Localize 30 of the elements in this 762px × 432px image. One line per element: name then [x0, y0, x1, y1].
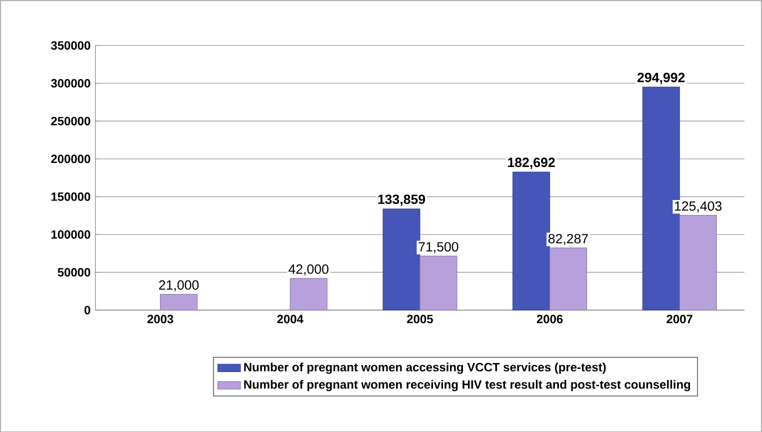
y-tick-label: 50000: [58, 268, 90, 276]
x-tick-label: 2005: [407, 314, 433, 324]
y-tick-label: 300000: [50, 78, 90, 88]
legend-label: Number of pregnant women receiving HIV test result and post-test counselling: [244, 380, 690, 391]
data-label: 294,992: [638, 72, 685, 84]
y-tick-label: 250000: [51, 116, 90, 126]
y-tick-label: 100000: [51, 230, 90, 239]
bar: [160, 294, 198, 310]
bar: [549, 247, 587, 310]
y-tick-label: 200000: [51, 154, 90, 163]
data-label: 21,000: [159, 280, 199, 292]
x-tick-label: 2003: [147, 314, 174, 324]
legend-label: Number of pregnant women accessing VCCT services (pre-test): [244, 362, 606, 374]
data-label: 71,500: [418, 242, 458, 253]
bar: [382, 208, 420, 310]
data-label: 182,692: [508, 157, 555, 169]
y-tick-label: 0: [84, 306, 90, 314]
bar: [290, 278, 328, 310]
bar: [679, 214, 717, 310]
bar: [420, 256, 458, 310]
x-tick-label: 2007: [666, 314, 692, 324]
x-tick-label: 2004: [277, 314, 304, 324]
y-tick-label: 350000: [50, 40, 90, 50]
bar: [512, 171, 550, 310]
data-label: 82,287: [548, 234, 588, 245]
data-label: 125,403: [675, 201, 722, 212]
y-tick-label: 150000: [51, 192, 90, 201]
x-tick-label: 2006: [536, 314, 563, 324]
data-label: 133,859: [378, 194, 426, 206]
data-label: 42,000: [288, 264, 328, 276]
